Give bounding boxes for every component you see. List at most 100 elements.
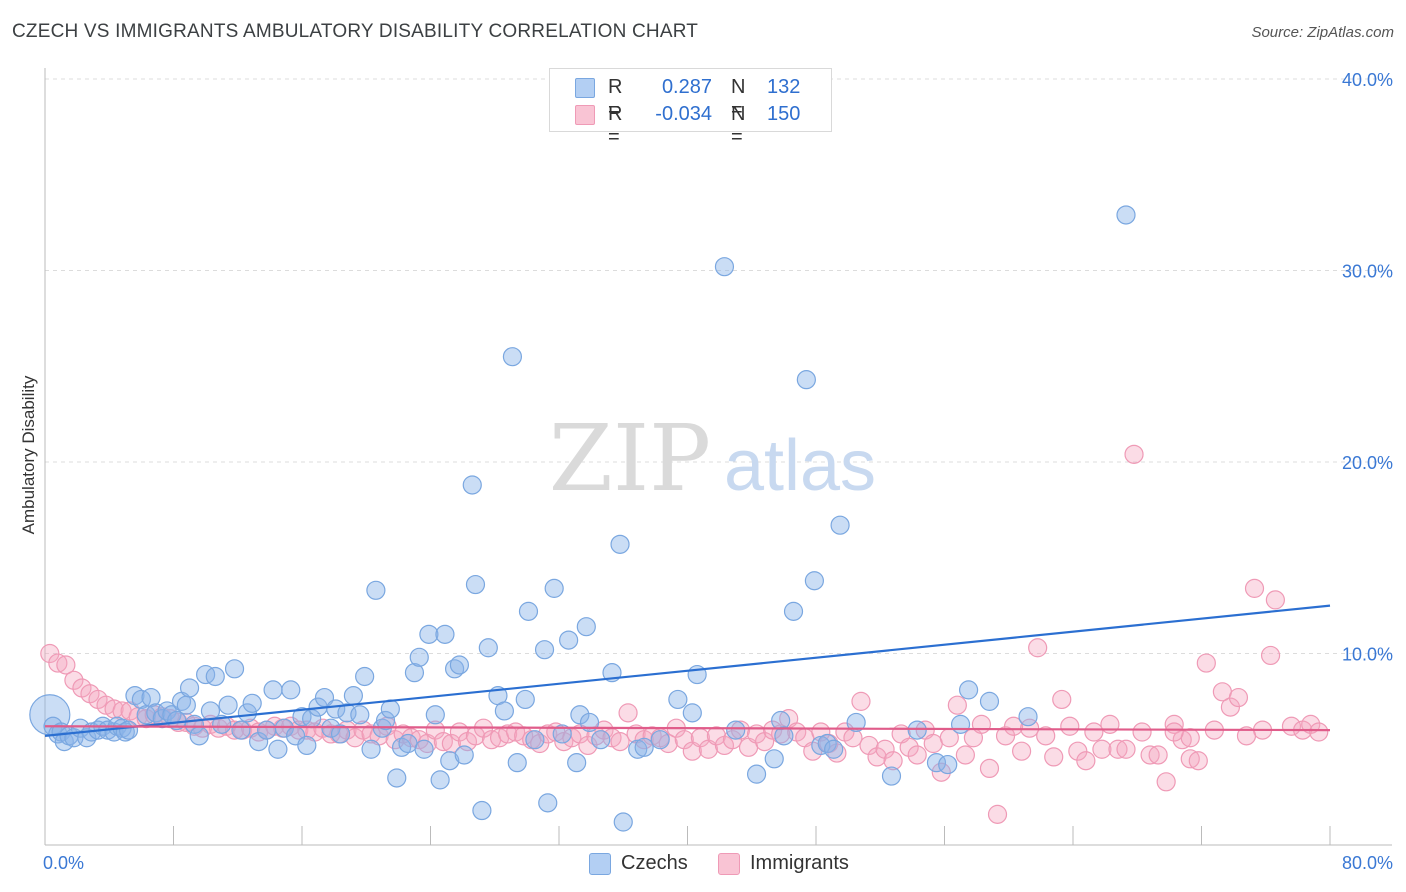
immigrant-point	[1260, 645, 1281, 666]
legend-n-value: 132	[767, 76, 801, 98]
czech-point	[176, 695, 196, 715]
y-tick-labels: 10.0% 20.0% 30.0% 40.0%	[1342, 70, 1393, 665]
czech-point	[682, 703, 702, 723]
trend-lines	[44, 604, 1331, 737]
immigrant-point	[955, 745, 975, 765]
czech-point	[478, 638, 498, 658]
source-label: Source: ZipAtlas.com	[1251, 24, 1394, 41]
czech-point	[764, 749, 784, 769]
legend-n-value: 150	[767, 103, 801, 125]
immigrant-point	[923, 733, 943, 754]
czech-point	[435, 624, 455, 644]
czech-point	[355, 666, 375, 687]
immigrant-point	[754, 731, 775, 752]
immigrant-point	[361, 724, 381, 744]
immigrant-point	[1164, 722, 1184, 742]
immigrant-point	[1265, 590, 1285, 610]
x-tick-label: 80.0%	[1342, 853, 1393, 873]
czech-point	[610, 534, 630, 554]
immigrant-point	[1196, 653, 1216, 673]
immigrant-point	[321, 724, 341, 744]
czech-point	[297, 735, 317, 756]
immigrant-point	[883, 751, 903, 771]
immigrant-point	[1011, 741, 1032, 761]
czech-point	[263, 680, 283, 700]
immigrant-point	[907, 745, 927, 765]
czech-point	[196, 664, 216, 685]
legend-r-label: R =	[608, 103, 623, 148]
immigrant-point	[56, 655, 76, 675]
czech-point	[330, 724, 351, 744]
immigrant-point	[1036, 726, 1056, 746]
czech-point	[515, 689, 535, 710]
immigrant-point	[875, 739, 895, 759]
czech-point	[343, 686, 363, 706]
czech-point	[404, 663, 425, 683]
czech-point	[205, 666, 225, 687]
czech-point	[668, 689, 688, 710]
czech-point	[494, 701, 514, 721]
immigrant-point	[425, 720, 445, 740]
czech-point	[567, 753, 587, 773]
czech-point	[449, 655, 470, 675]
immigrant-point	[1156, 772, 1176, 792]
immigrant-point	[498, 724, 518, 744]
czech-point	[274, 718, 294, 738]
czech-point	[774, 726, 794, 746]
czech-point	[502, 347, 523, 367]
czech-point	[525, 730, 545, 750]
immigrant-point	[1220, 697, 1241, 717]
czech-point	[257, 720, 277, 740]
immigrants-legend-swatch	[718, 853, 740, 875]
czech-point	[141, 687, 161, 708]
czech-point	[958, 680, 979, 700]
czech-point	[570, 705, 590, 725]
immigrant-point	[1188, 751, 1208, 771]
watermark: ZIP atlas	[549, 405, 876, 512]
czech-point	[118, 720, 139, 740]
czech-point	[979, 691, 1000, 711]
immigrant-point	[618, 703, 638, 723]
legend-n-label: N =	[731, 76, 746, 121]
immigrant-point	[610, 731, 630, 752]
chart-title: CZECH VS IMMIGRANTS AMBULATORY DISABILIT…	[12, 21, 699, 42]
immigrants-legend-label: Immigrants	[750, 852, 849, 874]
immigrant-point	[730, 720, 751, 740]
czech-point	[292, 707, 312, 727]
czech-point	[576, 617, 596, 637]
czech-point	[361, 739, 381, 759]
czech-point	[430, 770, 450, 790]
y-tick-label: 20.0%	[1342, 453, 1393, 473]
czech-point	[380, 699, 400, 719]
czech-point	[268, 739, 288, 759]
correlation-legend: R = 0.287 N = 132 R = -0.034 N = 150	[549, 68, 832, 148]
czech-point	[613, 812, 633, 832]
czech-point	[462, 475, 482, 495]
immigrant-point	[1301, 714, 1321, 734]
immigrant-point	[1140, 745, 1160, 765]
czech-point	[472, 800, 492, 821]
immigrant-point	[1180, 728, 1200, 748]
czechs-legend-label: Czechs	[621, 852, 688, 874]
czech-point	[326, 699, 346, 719]
immigrant-point	[931, 762, 951, 782]
czech-point	[131, 689, 151, 710]
czech-point	[387, 768, 407, 788]
immigrant-point	[64, 670, 84, 690]
legend-r-value: -0.034	[655, 103, 712, 125]
immigrant-point	[995, 726, 1016, 746]
czech-point	[950, 714, 971, 734]
immigrant-point	[1044, 747, 1064, 767]
czech-point	[224, 659, 245, 679]
immigrant-point	[1068, 741, 1088, 761]
czech-point	[907, 720, 927, 740]
immigrants-trend-line	[44, 725, 1331, 732]
czech-point	[830, 515, 850, 535]
czech-point	[218, 695, 238, 715]
immigrant-point	[971, 714, 992, 734]
immigrant-point	[1100, 714, 1120, 734]
czech-point	[281, 680, 301, 700]
immigrant-point	[706, 726, 727, 746]
czech-point	[518, 601, 539, 621]
